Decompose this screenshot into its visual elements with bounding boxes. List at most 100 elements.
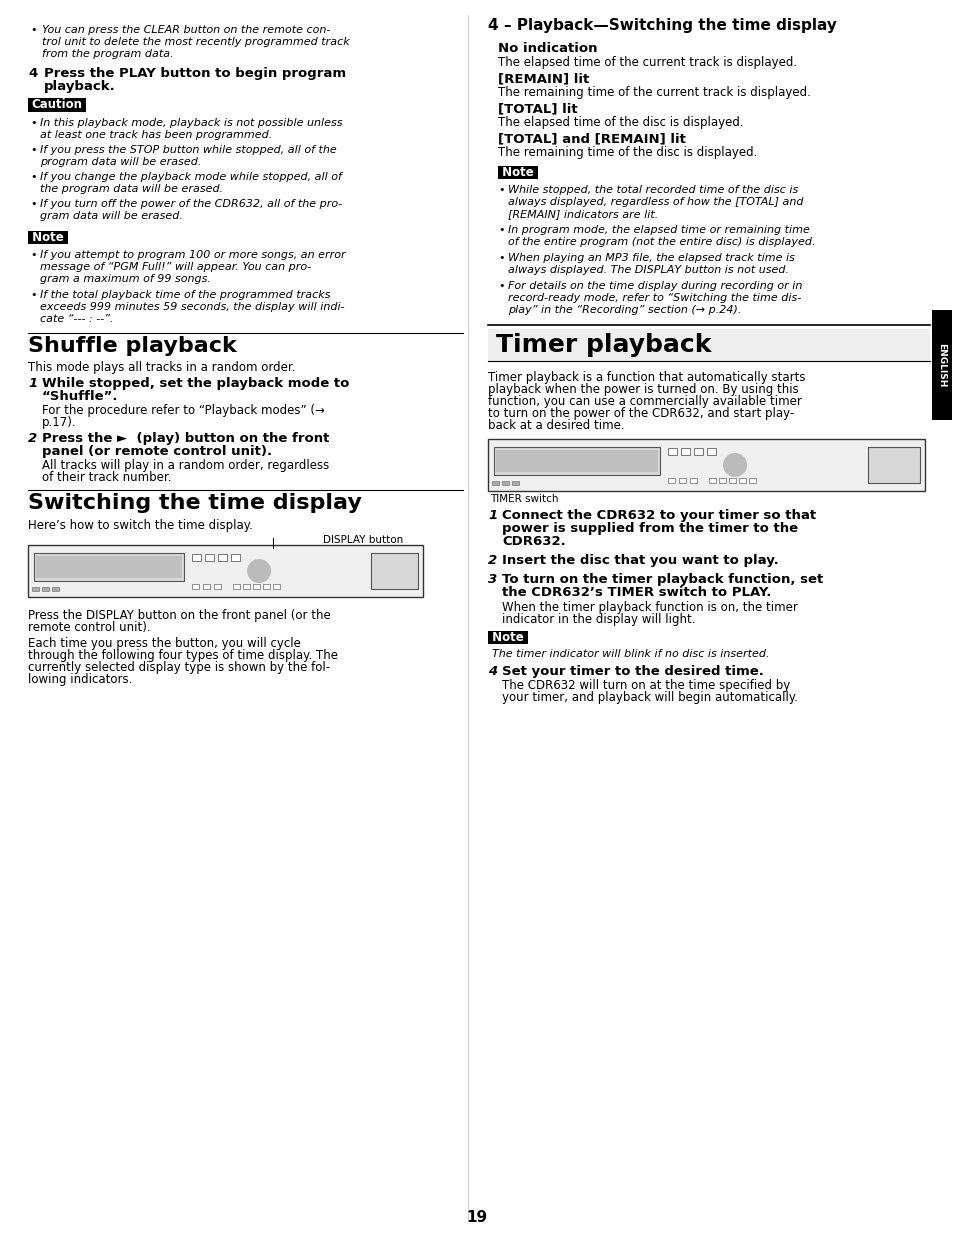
- Bar: [689, 478, 697, 483]
- Bar: [706, 448, 716, 456]
- Text: cate “--- : --”.: cate “--- : --”.: [40, 314, 113, 324]
- Text: exceeds 999 minutes 59 seconds, the display will indi-: exceeds 999 minutes 59 seconds, the disp…: [40, 303, 344, 312]
- Text: •: •: [30, 249, 36, 261]
- Text: [REMAIN] indicators are lit.: [REMAIN] indicators are lit.: [507, 209, 658, 219]
- Bar: [32, 587, 39, 590]
- Bar: [494, 447, 659, 475]
- Bar: [263, 584, 270, 589]
- Text: The remaining time of the disc is displayed.: The remaining time of the disc is displa…: [497, 146, 757, 159]
- Bar: [679, 478, 685, 483]
- Circle shape: [723, 453, 745, 477]
- Bar: [253, 584, 260, 589]
- Text: currently selected display type is shown by the fol-: currently selected display type is shown…: [28, 661, 330, 674]
- Bar: [739, 478, 745, 483]
- Text: 1: 1: [28, 377, 37, 390]
- Text: 4: 4: [28, 67, 37, 80]
- Bar: [52, 587, 59, 590]
- Text: When the timer playback function is on, the timer: When the timer playback function is on, …: [501, 601, 797, 614]
- Bar: [192, 584, 199, 589]
- Bar: [667, 478, 675, 483]
- Text: [TOTAL] lit: [TOTAL] lit: [497, 103, 577, 115]
- Bar: [496, 450, 658, 473]
- Text: If you attempt to program 100 or more songs, an error: If you attempt to program 100 or more so…: [40, 249, 345, 261]
- Bar: [370, 553, 417, 589]
- Bar: [233, 584, 240, 589]
- Bar: [667, 448, 677, 456]
- Text: Note: Note: [497, 165, 537, 179]
- Bar: [231, 555, 240, 562]
- Text: For details on the time display during recording or in: For details on the time display during r…: [507, 282, 801, 291]
- Text: While stopped, the total recorded time of the disc is: While stopped, the total recorded time o…: [507, 185, 798, 195]
- Text: 2: 2: [28, 432, 37, 445]
- Text: 4 – Playback—Switching the time display: 4 – Playback—Switching the time display: [488, 19, 836, 33]
- Bar: [213, 584, 221, 589]
- Text: For the procedure refer to “Playback modes” (→: For the procedure refer to “Playback mod…: [42, 404, 325, 417]
- Bar: [488, 438, 924, 492]
- Text: The timer indicator will blink if no disc is inserted.: The timer indicator will blink if no dis…: [492, 650, 769, 659]
- Text: •: •: [30, 290, 36, 300]
- Bar: [680, 448, 689, 456]
- Text: This mode plays all tracks in a random order.: This mode plays all tracks in a random o…: [28, 361, 295, 374]
- Text: Note: Note: [488, 631, 527, 643]
- Text: always displayed, regardless of how the [TOTAL] and: always displayed, regardless of how the …: [507, 198, 802, 207]
- Text: The elapsed time of the disc is displayed.: The elapsed time of the disc is displaye…: [497, 116, 742, 128]
- Text: program data will be erased.: program data will be erased.: [40, 157, 201, 167]
- Bar: [492, 480, 498, 484]
- Bar: [243, 584, 250, 589]
- Text: Timer playback is a function that automatically starts: Timer playback is a function that automa…: [488, 370, 804, 384]
- Text: CDR632.: CDR632.: [501, 535, 565, 548]
- Text: •: •: [497, 185, 504, 195]
- Text: •: •: [30, 119, 36, 128]
- Text: 4: 4: [488, 664, 497, 678]
- Bar: [205, 555, 213, 562]
- Text: Press the ►  (play) button on the front: Press the ► (play) button on the front: [42, 432, 329, 445]
- Text: Press the DISPLAY button on the front panel (or the: Press the DISPLAY button on the front pa…: [28, 609, 331, 622]
- Bar: [28, 545, 422, 597]
- Text: playback.: playback.: [44, 80, 115, 93]
- Text: Connect the CDR632 to your timer so that: Connect the CDR632 to your timer so that: [501, 509, 815, 522]
- Text: If you press the STOP button while stopped, all of the: If you press the STOP button while stopp…: [40, 144, 336, 156]
- Bar: [748, 478, 756, 483]
- Text: 19: 19: [466, 1210, 487, 1225]
- Bar: [203, 584, 210, 589]
- Bar: [708, 478, 716, 483]
- Text: When playing an MP3 file, the elapsed track time is: When playing an MP3 file, the elapsed tr…: [507, 253, 794, 263]
- Text: Shuffle playback: Shuffle playback: [28, 336, 236, 356]
- Bar: [866, 447, 919, 483]
- Text: 3: 3: [488, 573, 497, 585]
- Bar: [931, 310, 951, 420]
- Bar: [501, 480, 509, 484]
- Text: the CDR632’s TIMER switch to PLAY.: the CDR632’s TIMER switch to PLAY.: [501, 585, 771, 599]
- Bar: [694, 448, 702, 456]
- Text: 1: 1: [488, 509, 497, 522]
- Text: DISPLAY button: DISPLAY button: [322, 535, 402, 545]
- Text: back at a desired time.: back at a desired time.: [488, 419, 624, 432]
- Text: If the total playback time of the programmed tracks: If the total playback time of the progra…: [40, 290, 330, 300]
- Text: power is supplied from the timer to the: power is supplied from the timer to the: [501, 522, 798, 535]
- Bar: [218, 555, 227, 562]
- Bar: [42, 587, 49, 590]
- Bar: [488, 329, 929, 361]
- Text: function, you can use a commercially available timer: function, you can use a commercially ava…: [488, 395, 801, 408]
- Text: of their track number.: of their track number.: [42, 471, 172, 484]
- Bar: [192, 555, 201, 562]
- Text: always displayed. The DISPLAY button is not used.: always displayed. The DISPLAY button is …: [507, 266, 788, 275]
- Circle shape: [248, 559, 271, 583]
- Bar: [497, 165, 537, 179]
- Text: To turn on the timer playback function, set: To turn on the timer playback function, …: [501, 573, 822, 585]
- Text: The remaining time of the current track is displayed.: The remaining time of the current track …: [497, 86, 810, 99]
- Text: Insert the disc that you want to play.: Insert the disc that you want to play.: [501, 555, 778, 567]
- Bar: [36, 556, 182, 578]
- Text: While stopped, set the playback mode to: While stopped, set the playback mode to: [42, 377, 349, 390]
- Text: message of “PGM Full!” will appear. You can pro-: message of “PGM Full!” will appear. You …: [40, 262, 311, 272]
- Text: [REMAIN] lit: [REMAIN] lit: [497, 72, 589, 85]
- Text: Caution: Caution: [31, 99, 82, 111]
- Text: Each time you press the button, you will cycle: Each time you press the button, you will…: [28, 637, 300, 650]
- Text: If you change the playback mode while stopped, all of: If you change the playback mode while st…: [40, 172, 341, 182]
- Text: •: •: [30, 144, 36, 156]
- Text: •: •: [497, 253, 504, 263]
- Text: to turn on the power of the CDR632, and start play-: to turn on the power of the CDR632, and …: [488, 408, 794, 420]
- Text: The elapsed time of the current track is displayed.: The elapsed time of the current track is…: [497, 56, 797, 69]
- Text: “Shuffle”.: “Shuffle”.: [42, 390, 118, 403]
- Text: •: •: [30, 199, 36, 209]
